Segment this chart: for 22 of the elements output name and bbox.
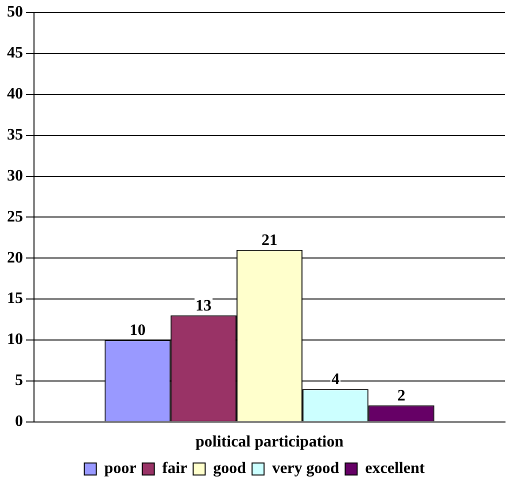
y-tick-label: 30 [7, 167, 23, 184]
data-label: 10 [130, 322, 146, 340]
data-label: 13 [196, 298, 212, 315]
y-tick-label: 35 [7, 126, 23, 144]
y-tick-label: 10 [7, 331, 23, 348]
data-label: 4 [331, 371, 340, 388]
legend-label: poor [104, 460, 136, 478]
y-tick-label: 45 [7, 44, 23, 62]
data-label: 21 [262, 232, 278, 250]
data-label: 2 [397, 388, 406, 405]
y-tick-label: 25 [7, 208, 23, 226]
y-tick-label: 5 [15, 372, 23, 390]
y-tick-label: 0 [15, 412, 23, 430]
y-tick-label: 20 [7, 249, 23, 266]
x-tick-label: political participation [196, 434, 344, 451]
y-tick-label: 40 [7, 86, 23, 103]
y-tick-label: 15 [7, 290, 23, 308]
legend-label: fair [162, 460, 188, 478]
legend-label: good [213, 460, 246, 478]
legend-label: very good [272, 460, 340, 478]
y-tick-label: 50 [7, 4, 23, 21]
legend-label: excellent [365, 460, 426, 478]
